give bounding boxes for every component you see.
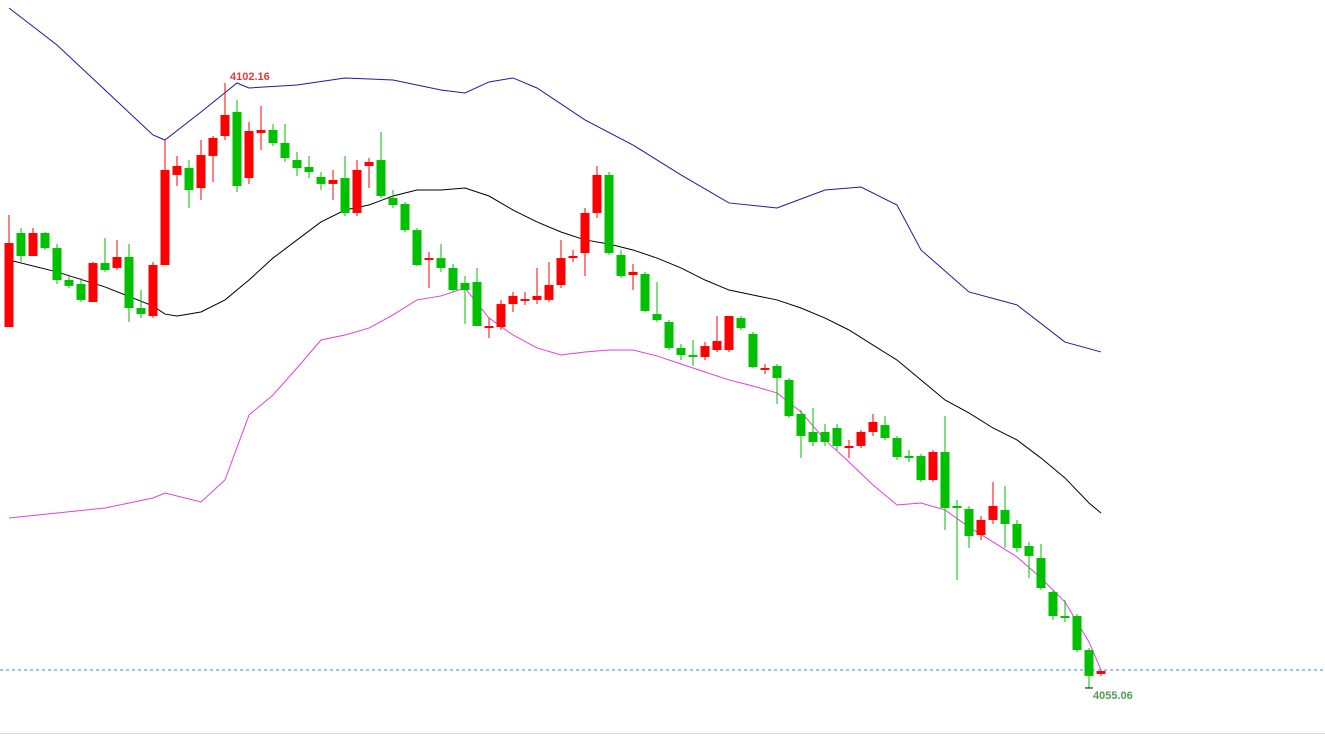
candle-body [928,452,938,481]
candle-body [196,155,206,189]
candle-body [724,315,734,351]
candle-body [292,160,302,169]
low-annotation: 4055.06 [1093,690,1133,702]
candle-body [844,445,854,449]
candle-body [880,425,890,439]
candle-body [640,273,650,311]
candle-body [4,243,14,328]
candle-body [364,161,374,166]
candle-body [388,197,398,206]
candle-body [208,137,218,156]
candle-body [556,258,566,286]
candle-body [808,431,818,442]
candle-body [652,314,662,320]
candle-body [592,174,602,213]
candle-body [952,505,962,509]
candle-body [484,326,494,329]
candle-body [784,379,794,417]
candle-body [244,131,254,179]
candle-body [232,112,242,186]
candle-body [988,505,998,520]
candle-body [40,233,50,249]
candle-body [916,455,926,481]
candle-body [688,355,698,357]
candle-body [532,295,542,300]
candle-body [1096,671,1106,674]
candle-body [508,295,518,305]
candle-body [676,347,686,356]
candle-body [1012,523,1022,548]
candle-body [820,431,830,442]
candle-body [664,322,674,348]
candle-body [1060,616,1070,618]
candle-body [256,129,266,133]
candle-body [604,174,614,254]
candle-body [1072,616,1082,650]
high-annotation: 4102.16 [230,71,270,83]
candle-body [100,263,110,271]
candle-body [448,267,458,291]
candle-body [136,308,146,315]
candle-body [400,203,410,231]
candle-body [904,455,914,459]
candle-body [112,257,122,268]
candle-body [460,282,470,291]
candle-body [16,233,26,257]
candle-body [436,258,446,268]
band-line [8,7,1102,353]
candle-body [352,169,362,213]
candle-body [88,263,98,302]
candle-body [1084,649,1094,676]
candle-body [1000,509,1010,524]
candle-body [496,304,506,328]
candle-body [148,264,158,316]
candle-body [628,271,638,276]
candle-body [568,256,578,259]
candle-body [52,248,62,281]
candle-body [712,341,722,351]
candle-body [160,169,170,265]
candle-body [280,142,290,158]
candle-body [1048,592,1058,617]
candle-body [1036,557,1046,589]
candle-body [832,427,842,446]
candle-body [856,431,866,446]
candle-body [316,177,326,184]
band-line [8,287,1102,671]
candle-body [700,346,710,357]
candle-body [976,519,986,535]
candle-body [796,413,806,436]
candle-body [124,257,134,309]
candle-body [760,368,770,370]
candle-body [64,280,74,286]
candle-body [1024,546,1034,556]
candle-body [28,233,38,257]
candle-body [76,284,86,300]
candle-body [184,168,194,190]
candle-body [376,160,386,197]
candle-body [172,165,182,175]
candle-body [772,365,782,379]
candle-body [340,178,350,213]
candle-body [616,254,626,277]
candle-body [868,421,878,432]
candle-body [304,166,314,172]
candle-body [424,258,434,260]
candle-body [940,452,950,509]
candle-body [268,129,278,143]
candle-body [580,212,590,254]
candle-body [520,299,530,301]
candle-body [748,333,758,367]
candle-body [472,281,482,327]
candle-body [892,438,902,458]
candle-body [964,509,974,537]
candle-body [220,114,230,137]
candle-body [736,318,746,329]
candle-body [328,179,338,184]
candle-body [544,285,554,300]
candle-body [412,230,422,265]
